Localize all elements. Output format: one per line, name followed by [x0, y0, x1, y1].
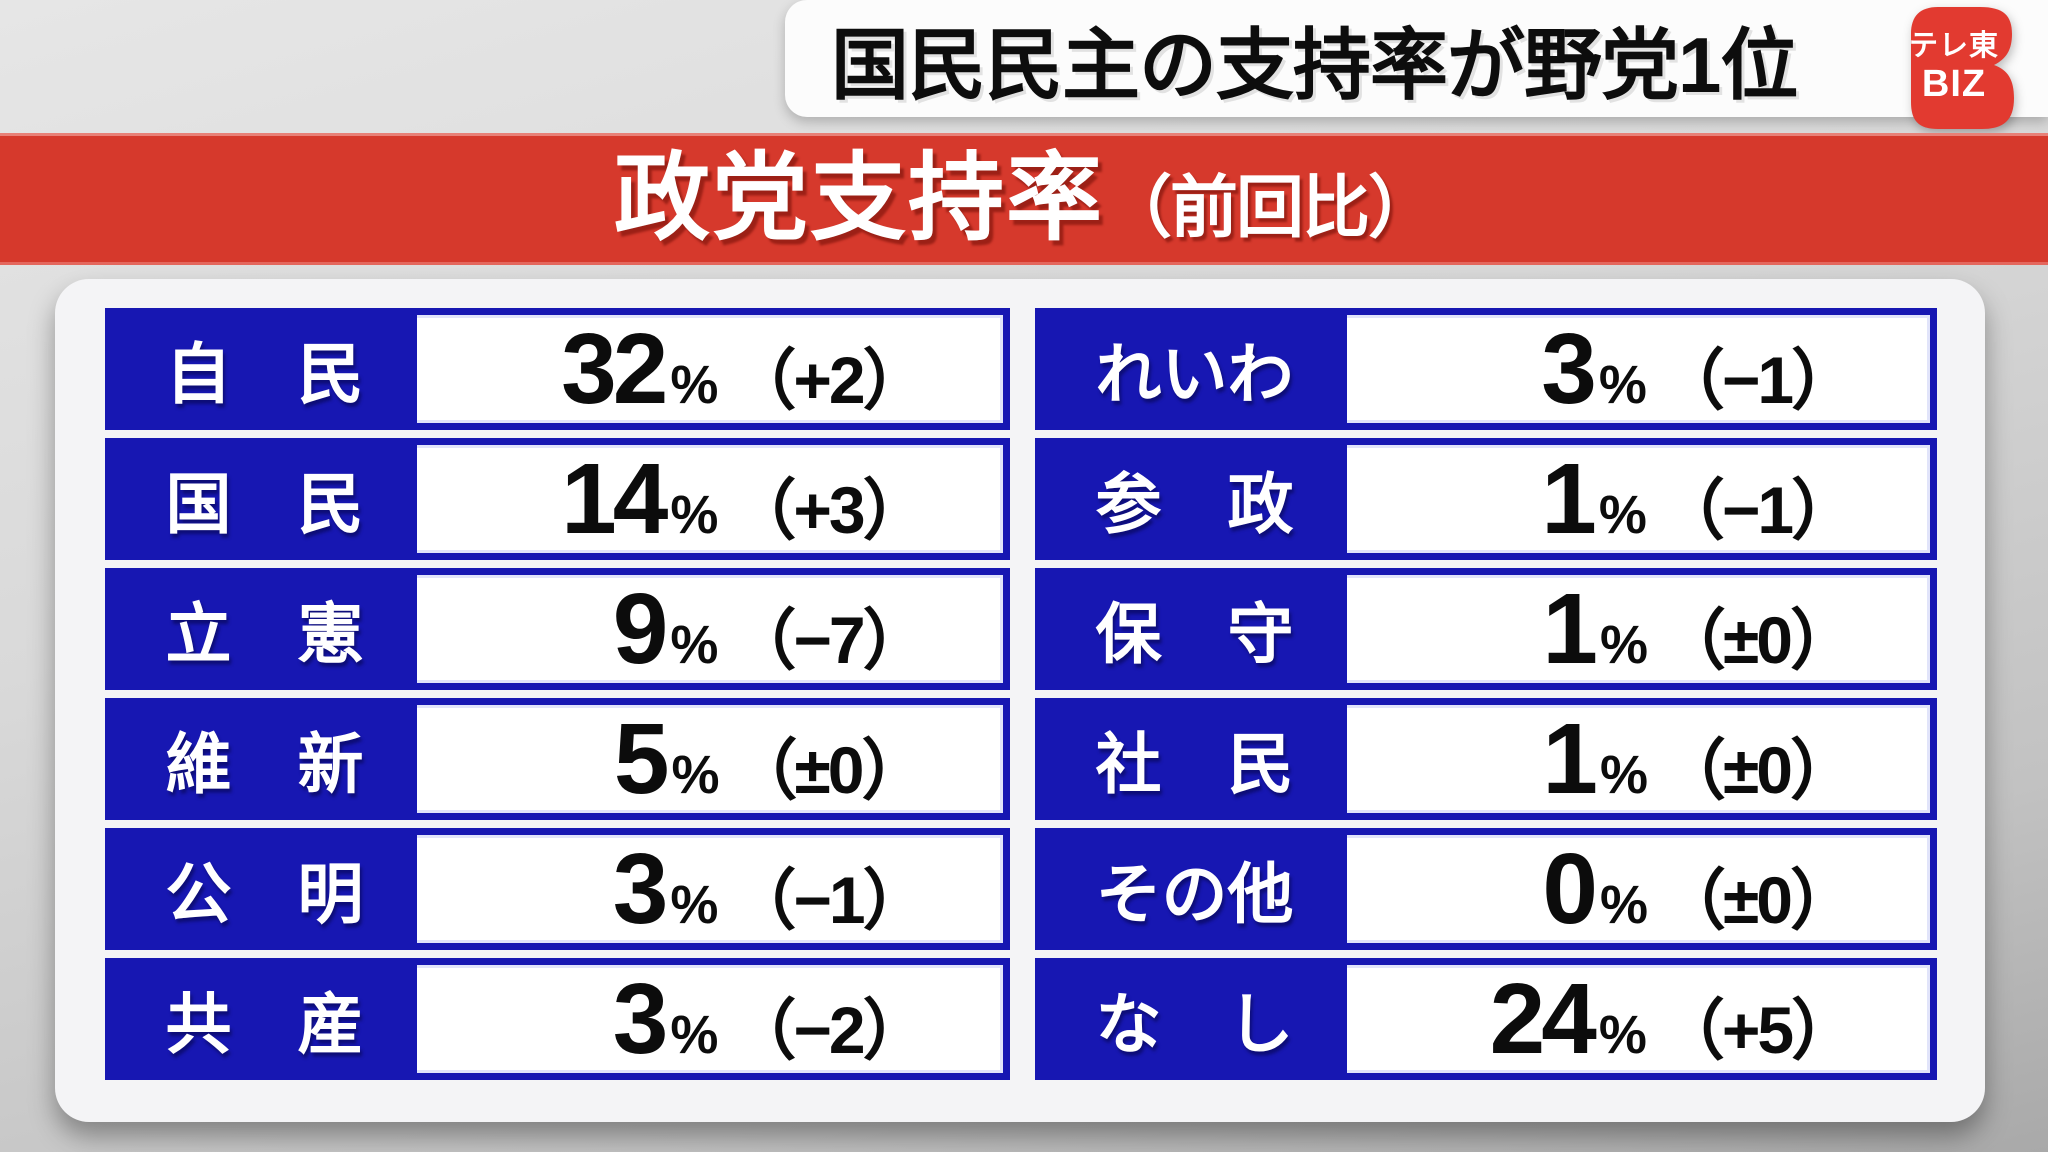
support-value: 9 % （−7） [417, 575, 1003, 683]
value-group: 32 % （+2） [494, 313, 929, 425]
headline-banner: 国民民主の支持率が野党1位 [785, 0, 2048, 117]
change-from-previous: （−2） [730, 993, 928, 1067]
table-row: 共 産 3 % （−2） [105, 958, 1010, 1080]
party-name: 社 民 [1042, 705, 1347, 813]
value-group: 1 % （±0） [1424, 573, 1856, 685]
logo-text: テレ東 BIZ [1908, 4, 2014, 132]
support-percent-number: 9 [612, 573, 669, 685]
party-name: 自 民 [112, 315, 417, 423]
support-value: 5 % （±0） [417, 705, 1003, 813]
change-from-previous: （−1） [1658, 473, 1857, 547]
page-title-note: （前回比） [1103, 170, 1436, 246]
party-name: 保 守 [1042, 575, 1347, 683]
support-value: 1 % （±0） [1347, 705, 1930, 813]
party-name: 公 明 [112, 835, 417, 943]
support-percent-number: 3 [612, 833, 669, 945]
support-percent-number: 0 [1542, 833, 1598, 945]
table-row: な し 24 % （+5） [1035, 958, 1937, 1080]
percent-sign: % [670, 485, 719, 545]
percent-sign: % [1598, 355, 1647, 415]
support-value: 32 % （+2） [417, 315, 1003, 423]
support-value: 3 % （−1） [1347, 315, 1930, 423]
percent-sign: % [670, 875, 719, 935]
support-value: 1 % （±0） [1347, 575, 1930, 683]
support-value: 3 % （−2） [417, 965, 1003, 1073]
table-column-right: れいわ 3 % （−1） 参 政 1 % （−1） 保 守 1 % （±0） [1035, 308, 1937, 1088]
party-name: 共 産 [112, 965, 417, 1073]
support-value: 14 % （+3） [417, 445, 1003, 553]
party-name: な し [1042, 965, 1347, 1073]
support-percent-number: 1 [1542, 573, 1598, 685]
title-bar: 政党支持率 （前回比） [0, 133, 2048, 265]
change-from-previous: （±0） [1660, 733, 1856, 807]
party-name: れいわ [1042, 315, 1347, 423]
value-group: 3 % （−2） [494, 963, 929, 1075]
table-panel: 自 民 32 % （+2） 国 民 14 % （+3） 立 憲 9 % （−7） [55, 279, 1985, 1122]
change-from-previous: （−7） [730, 603, 928, 677]
support-percent-number: 3 [1541, 313, 1597, 425]
percent-sign: % [671, 745, 720, 805]
party-name: 国 民 [112, 445, 417, 553]
percent-sign: % [670, 355, 719, 415]
value-group: 0 % （±0） [1424, 833, 1856, 945]
support-percent-number: 5 [613, 703, 670, 815]
party-name: 立 憲 [112, 575, 417, 683]
percent-sign: % [1598, 485, 1647, 545]
change-from-previous: （+5） [1658, 993, 1857, 1067]
value-group: 1 % （±0） [1424, 703, 1856, 815]
table-row: 参 政 1 % （−1） [1035, 438, 1937, 560]
change-from-previous: （±0） [1660, 863, 1856, 937]
logo-blob-icon [1911, 7, 2014, 129]
value-group: 1 % （−1） [1423, 443, 1857, 555]
table-row: 社 民 1 % （±0） [1035, 698, 1937, 820]
percent-sign: % [1600, 875, 1649, 935]
value-group: 14 % （+3） [494, 443, 929, 555]
support-percent-number: 32 [561, 313, 668, 425]
table-row: 国 民 14 % （+3） [105, 438, 1010, 560]
table-row: その他 0 % （±0） [1035, 828, 1937, 950]
table-row: 立 憲 9 % （−7） [105, 568, 1010, 690]
party-name: 維 新 [112, 705, 417, 813]
value-group: 24 % （+5） [1423, 963, 1858, 1075]
percent-sign: % [1600, 615, 1649, 675]
support-percent-number: 14 [561, 443, 668, 555]
headline-text: 国民民主の支持率が野党1位 [831, 20, 1798, 109]
percent-sign: % [670, 615, 719, 675]
value-group: 3 % （−1） [494, 833, 929, 945]
value-group: 5 % （±0） [496, 703, 928, 815]
party-name: その他 [1042, 835, 1347, 943]
percent-sign: % [1598, 1005, 1647, 1065]
percent-sign: % [1600, 745, 1649, 805]
table-row: 維 新 5 % （±0） [105, 698, 1010, 820]
change-from-previous: （+3） [730, 473, 928, 547]
value-group: 3 % （−1） [1423, 313, 1857, 425]
logo-line2: BIZ [1921, 62, 1987, 105]
table-row: 公 明 3 % （−1） [105, 828, 1010, 950]
value-group: 9 % （−7） [494, 573, 929, 685]
table-row: れいわ 3 % （−1） [1035, 308, 1937, 430]
percent-sign: % [670, 1005, 719, 1065]
support-percent-number: 24 [1489, 963, 1597, 1075]
tv-tokyo-biz-logo: テレ東 BIZ [1908, 4, 2014, 132]
table-row: 保 守 1 % （±0） [1035, 568, 1937, 690]
support-value: 3 % （−1） [417, 835, 1003, 943]
support-value: 24 % （+5） [1347, 965, 1930, 1073]
support-percent-number: 1 [1542, 703, 1598, 815]
logo-line1: テレ東 [1908, 30, 1999, 63]
change-from-previous: （−1） [730, 863, 928, 937]
page-title: 政党支持率 [613, 145, 1104, 252]
support-percent-number: 3 [612, 963, 669, 1075]
table-row: 自 民 32 % （+2） [105, 308, 1010, 430]
change-from-previous: （±0） [731, 733, 928, 807]
change-from-previous: （−1） [1658, 343, 1857, 417]
support-value: 0 % （±0） [1347, 835, 1930, 943]
support-percent-number: 1 [1541, 443, 1597, 555]
table-column-left: 自 民 32 % （+2） 国 民 14 % （+3） 立 憲 9 % （−7） [105, 308, 1010, 1088]
change-from-previous: （±0） [1660, 603, 1856, 677]
support-value: 1 % （−1） [1347, 445, 1930, 553]
change-from-previous: （+2） [730, 343, 928, 417]
party-name: 参 政 [1042, 445, 1347, 553]
